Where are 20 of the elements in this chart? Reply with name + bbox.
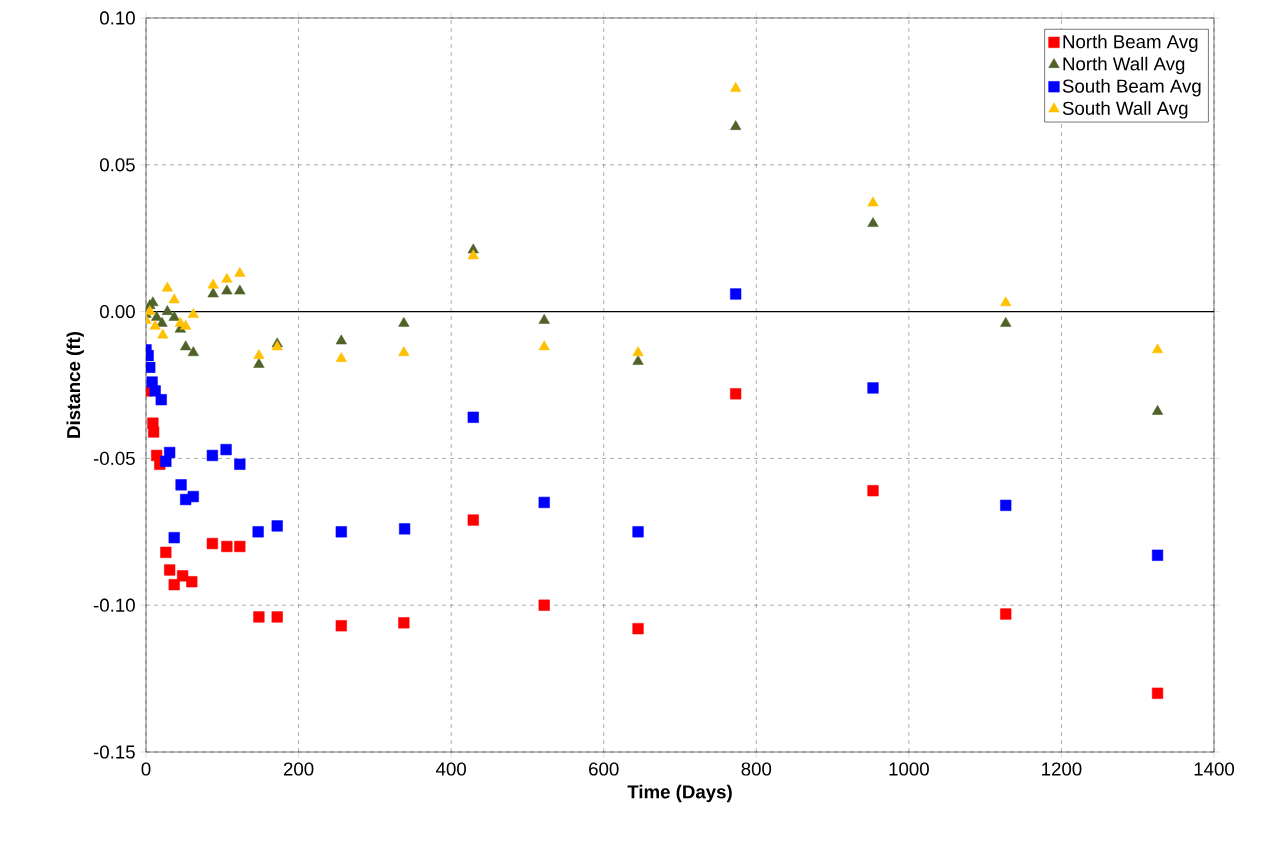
legend-label: North Beam Avg: [1063, 34, 1198, 52]
x-tick-label: 1200: [1042, 762, 1082, 776]
x-tick-label: 800: [741, 762, 772, 776]
y-axis-title: Distance (ft): [66, 332, 84, 438]
legend-label: South Wall Avg: [1062, 101, 1188, 119]
y-tick-label: -0.15: [93, 745, 135, 759]
y-tick-label: 0.10: [100, 11, 135, 25]
y-tick-label: 0.05: [100, 158, 135, 172]
x-tick-label: 1000: [889, 762, 929, 776]
x-tick-label: 600: [589, 762, 619, 776]
legend-label: South Beam Avg: [1062, 78, 1201, 97]
y-tick-label: -0.10: [93, 598, 135, 612]
legend-label: North Wall Avg: [1063, 56, 1185, 75]
y-tick-label: -0.05: [93, 451, 135, 466]
x-axis-title: Time (Days): [627, 784, 732, 803]
x-tick-label: 400: [435, 762, 466, 776]
x-tick-label: 1400: [1194, 762, 1235, 776]
y-tick-label: 0.00: [100, 304, 135, 319]
x-tick-label: 200: [283, 762, 314, 776]
x-tick-label: 0: [141, 762, 151, 776]
